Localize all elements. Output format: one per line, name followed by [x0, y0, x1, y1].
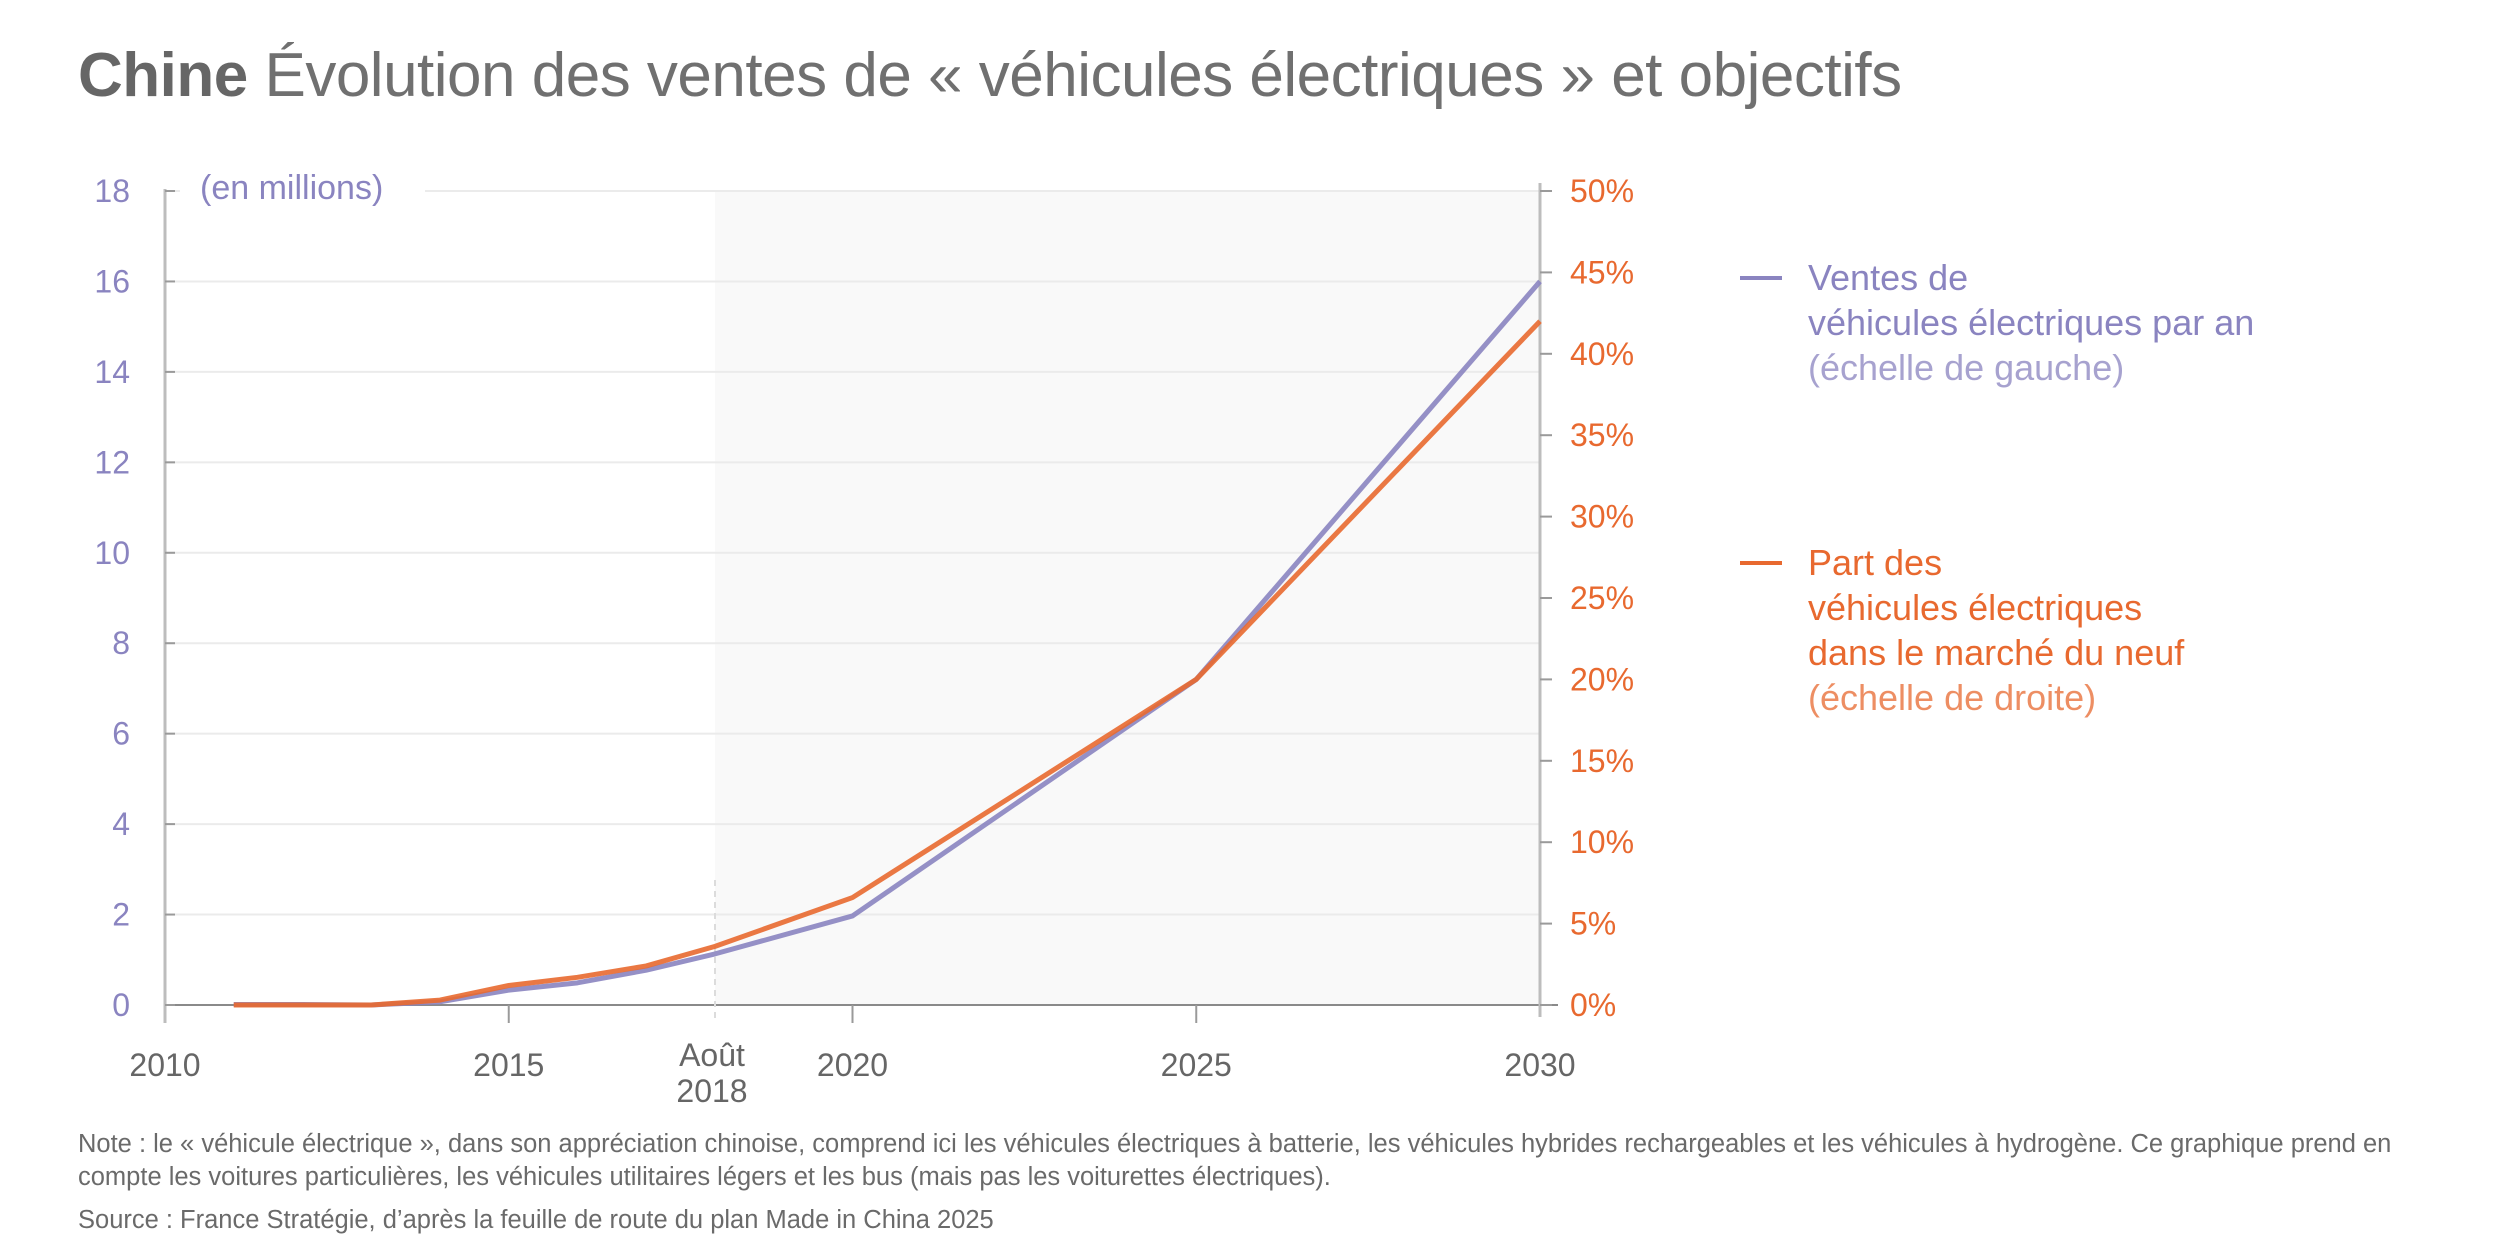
right-tick-label: 35%	[1570, 417, 1634, 453]
right-tick-label: 30%	[1570, 499, 1634, 535]
chart-title: Chine Évolution des ventes de « véhicule…	[78, 40, 1902, 111]
right-tick-label: 15%	[1570, 743, 1634, 779]
left-tick-label: 6	[112, 716, 130, 752]
left-axis-unit-label: (en millions)	[200, 169, 383, 207]
legend-sales-line1: Ventes de	[1808, 257, 1969, 298]
left-tick-label: 14	[94, 354, 130, 390]
x-tick-label: 2018	[676, 1073, 747, 1109]
legend-sales-scale: (échelle de gauche)	[1808, 347, 2125, 388]
x-tick-label: 2025	[1161, 1047, 1232, 1083]
right-tick-label: 10%	[1570, 824, 1634, 860]
left-axis-label-background	[180, 179, 425, 203]
left-tick-label: 12	[94, 444, 130, 480]
right-tick-label: 40%	[1570, 336, 1634, 372]
right-tick-label: 20%	[1570, 661, 1634, 697]
legend-swatch-sales	[1740, 276, 1782, 280]
x-tick-label: 2020	[817, 1047, 888, 1083]
legend-swatch-share	[1740, 561, 1782, 565]
left-y-axis-ticks: 0 2 4 6 8 10 12 14 16 18	[94, 173, 175, 1023]
right-tick-label: 45%	[1570, 254, 1634, 290]
title-text: Évolution des ventes de « véhicules élec…	[264, 41, 1902, 110]
legend-sales-line2: véhicules électriques par an	[1808, 302, 2255, 343]
x-tick-label: Août	[679, 1037, 745, 1073]
left-tick-label: 0	[112, 987, 130, 1023]
projection-shaded-region	[715, 191, 1540, 1005]
right-tick-label: 25%	[1570, 580, 1634, 616]
left-tick-label: 8	[112, 625, 130, 661]
right-tick-label: 5%	[1570, 906, 1616, 942]
x-tick-label: 2010	[129, 1047, 200, 1083]
x-tick-label: 2015	[473, 1047, 544, 1083]
left-tick-label: 16	[94, 263, 130, 299]
legend-share-line1: Part des	[1808, 542, 1943, 583]
source-note: Source : France Stratégie, d’après la fe…	[78, 1206, 994, 1234]
gridlines	[165, 190, 1540, 916]
x-tick-label: 2030	[1504, 1047, 1575, 1083]
left-tick-label: 10	[94, 535, 130, 571]
title-country: Chine	[78, 41, 248, 110]
legend-share-line2: véhicules électriques	[1808, 587, 2143, 628]
right-tick-label: 50%	[1570, 173, 1634, 209]
footnote: Note : le « véhicule électrique », dans …	[78, 1130, 2392, 1191]
left-tick-label: 2	[112, 897, 130, 933]
left-tick-label: 18	[94, 173, 130, 209]
right-tick-label: 0%	[1570, 987, 1616, 1023]
left-tick-label: 4	[112, 806, 130, 842]
right-y-axis-ticks: 0% 5% 10% 15% 20% 25% 30% 35% 40% 45% 50%	[1540, 173, 1634, 1023]
series-lines	[233, 279, 1542, 1008]
legend-share-line3: dans le marché du neuf	[1808, 632, 2185, 673]
legend-share-scale: (échelle de droite)	[1808, 677, 2097, 718]
